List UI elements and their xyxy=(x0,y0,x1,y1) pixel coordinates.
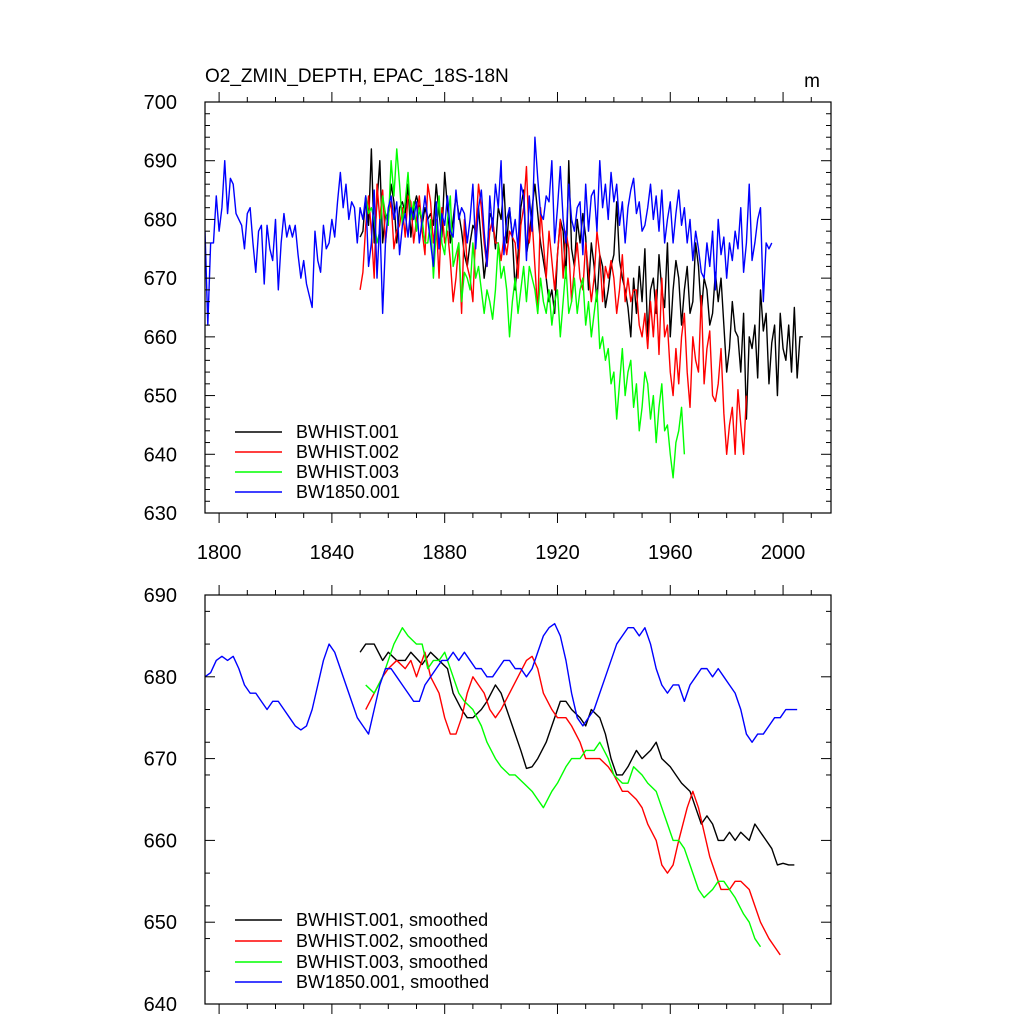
legend-label-bwhist-002-smoothed: BWHIST.002, smoothed xyxy=(296,931,488,951)
top-panel-axes: 1800 1840 1880 1920 1960 2000 630 640 650 660 670 6… xyxy=(144,92,831,564)
series-line-bwhist-001-smoothed xyxy=(359,643,795,866)
y-tick-label: 650 xyxy=(144,386,177,408)
bottom-panel-series xyxy=(205,622,798,956)
series-line-bwhist-003-smoothed xyxy=(365,627,762,948)
x-tick-label: 1960 xyxy=(648,542,693,564)
x-tick-label: 2000 xyxy=(761,542,806,564)
series-line-bw1850-001-smoothed xyxy=(205,622,798,743)
top-panel-legend: BWHIST.001 BWHIST.002 BWHIST.003 BW1850.… xyxy=(235,422,400,502)
top-panel-title: O2_ZMIN_DEPTH, EPAC_18S-18N xyxy=(205,66,509,87)
legend-label-bw1850-001: BW1850.001 xyxy=(296,482,400,502)
y-tick-label: 670 xyxy=(144,749,177,771)
y-tick-label: 650 xyxy=(144,912,177,934)
y-tick-label: 660 xyxy=(144,327,177,349)
series-line-bwhist-002 xyxy=(359,165,748,455)
y-tick-label: 640 xyxy=(144,994,177,1016)
series-line-bwhist-003 xyxy=(365,148,686,479)
x-tick-label: 1840 xyxy=(310,542,355,564)
legend-label-bwhist-002: BWHIST.002 xyxy=(296,442,399,462)
bottom-panel-axes: 640 650 660 670 680 690 xyxy=(144,585,831,1016)
legend-label-bwhist-003: BWHIST.003 xyxy=(296,462,399,482)
top-panel: O2_ZMIN_DEPTH, EPAC_18S-18N m 1800 1840 18… xyxy=(144,66,832,564)
y-tick-label: 680 xyxy=(144,209,177,231)
series-line-bwhist-002-smoothed xyxy=(365,651,781,956)
legend-label-bw1850-001-smoothed: BW1850.001, smoothed xyxy=(296,972,489,992)
x-tick-label: 1880 xyxy=(422,542,467,564)
y-tick-label: 690 xyxy=(144,585,177,607)
legend-label-bwhist-003-smoothed: BWHIST.003, smoothed xyxy=(296,952,488,972)
y-tick-label: 640 xyxy=(144,444,177,466)
y-tick-label: 660 xyxy=(144,830,177,852)
y-tick-label: 630 xyxy=(144,503,177,525)
top-panel-series xyxy=(205,136,803,479)
bottom-panel-frame xyxy=(204,594,832,1005)
y-tick-label: 690 xyxy=(144,151,177,173)
legend-label-bwhist-001-smoothed: BWHIST.001, smoothed xyxy=(296,910,488,930)
x-tick-label: 1920 xyxy=(535,542,580,564)
series-line-bw1850-001 xyxy=(205,136,773,326)
bottom-panel: 640 650 660 670 680 690 BWHIST.001, smoothed … xyxy=(144,585,832,1016)
y-tick-label: 680 xyxy=(144,667,177,689)
bottom-panel-legend: BWHIST.001, smoothed BWHIST.002, smoothe… xyxy=(235,910,489,992)
x-tick-label: 1800 xyxy=(197,542,242,564)
legend-label-bwhist-001: BWHIST.001 xyxy=(296,422,399,442)
y-tick-label: 700 xyxy=(144,92,177,114)
top-panel-frame xyxy=(204,101,832,514)
top-panel-units: m xyxy=(804,71,820,92)
y-tick-label: 670 xyxy=(144,268,177,290)
